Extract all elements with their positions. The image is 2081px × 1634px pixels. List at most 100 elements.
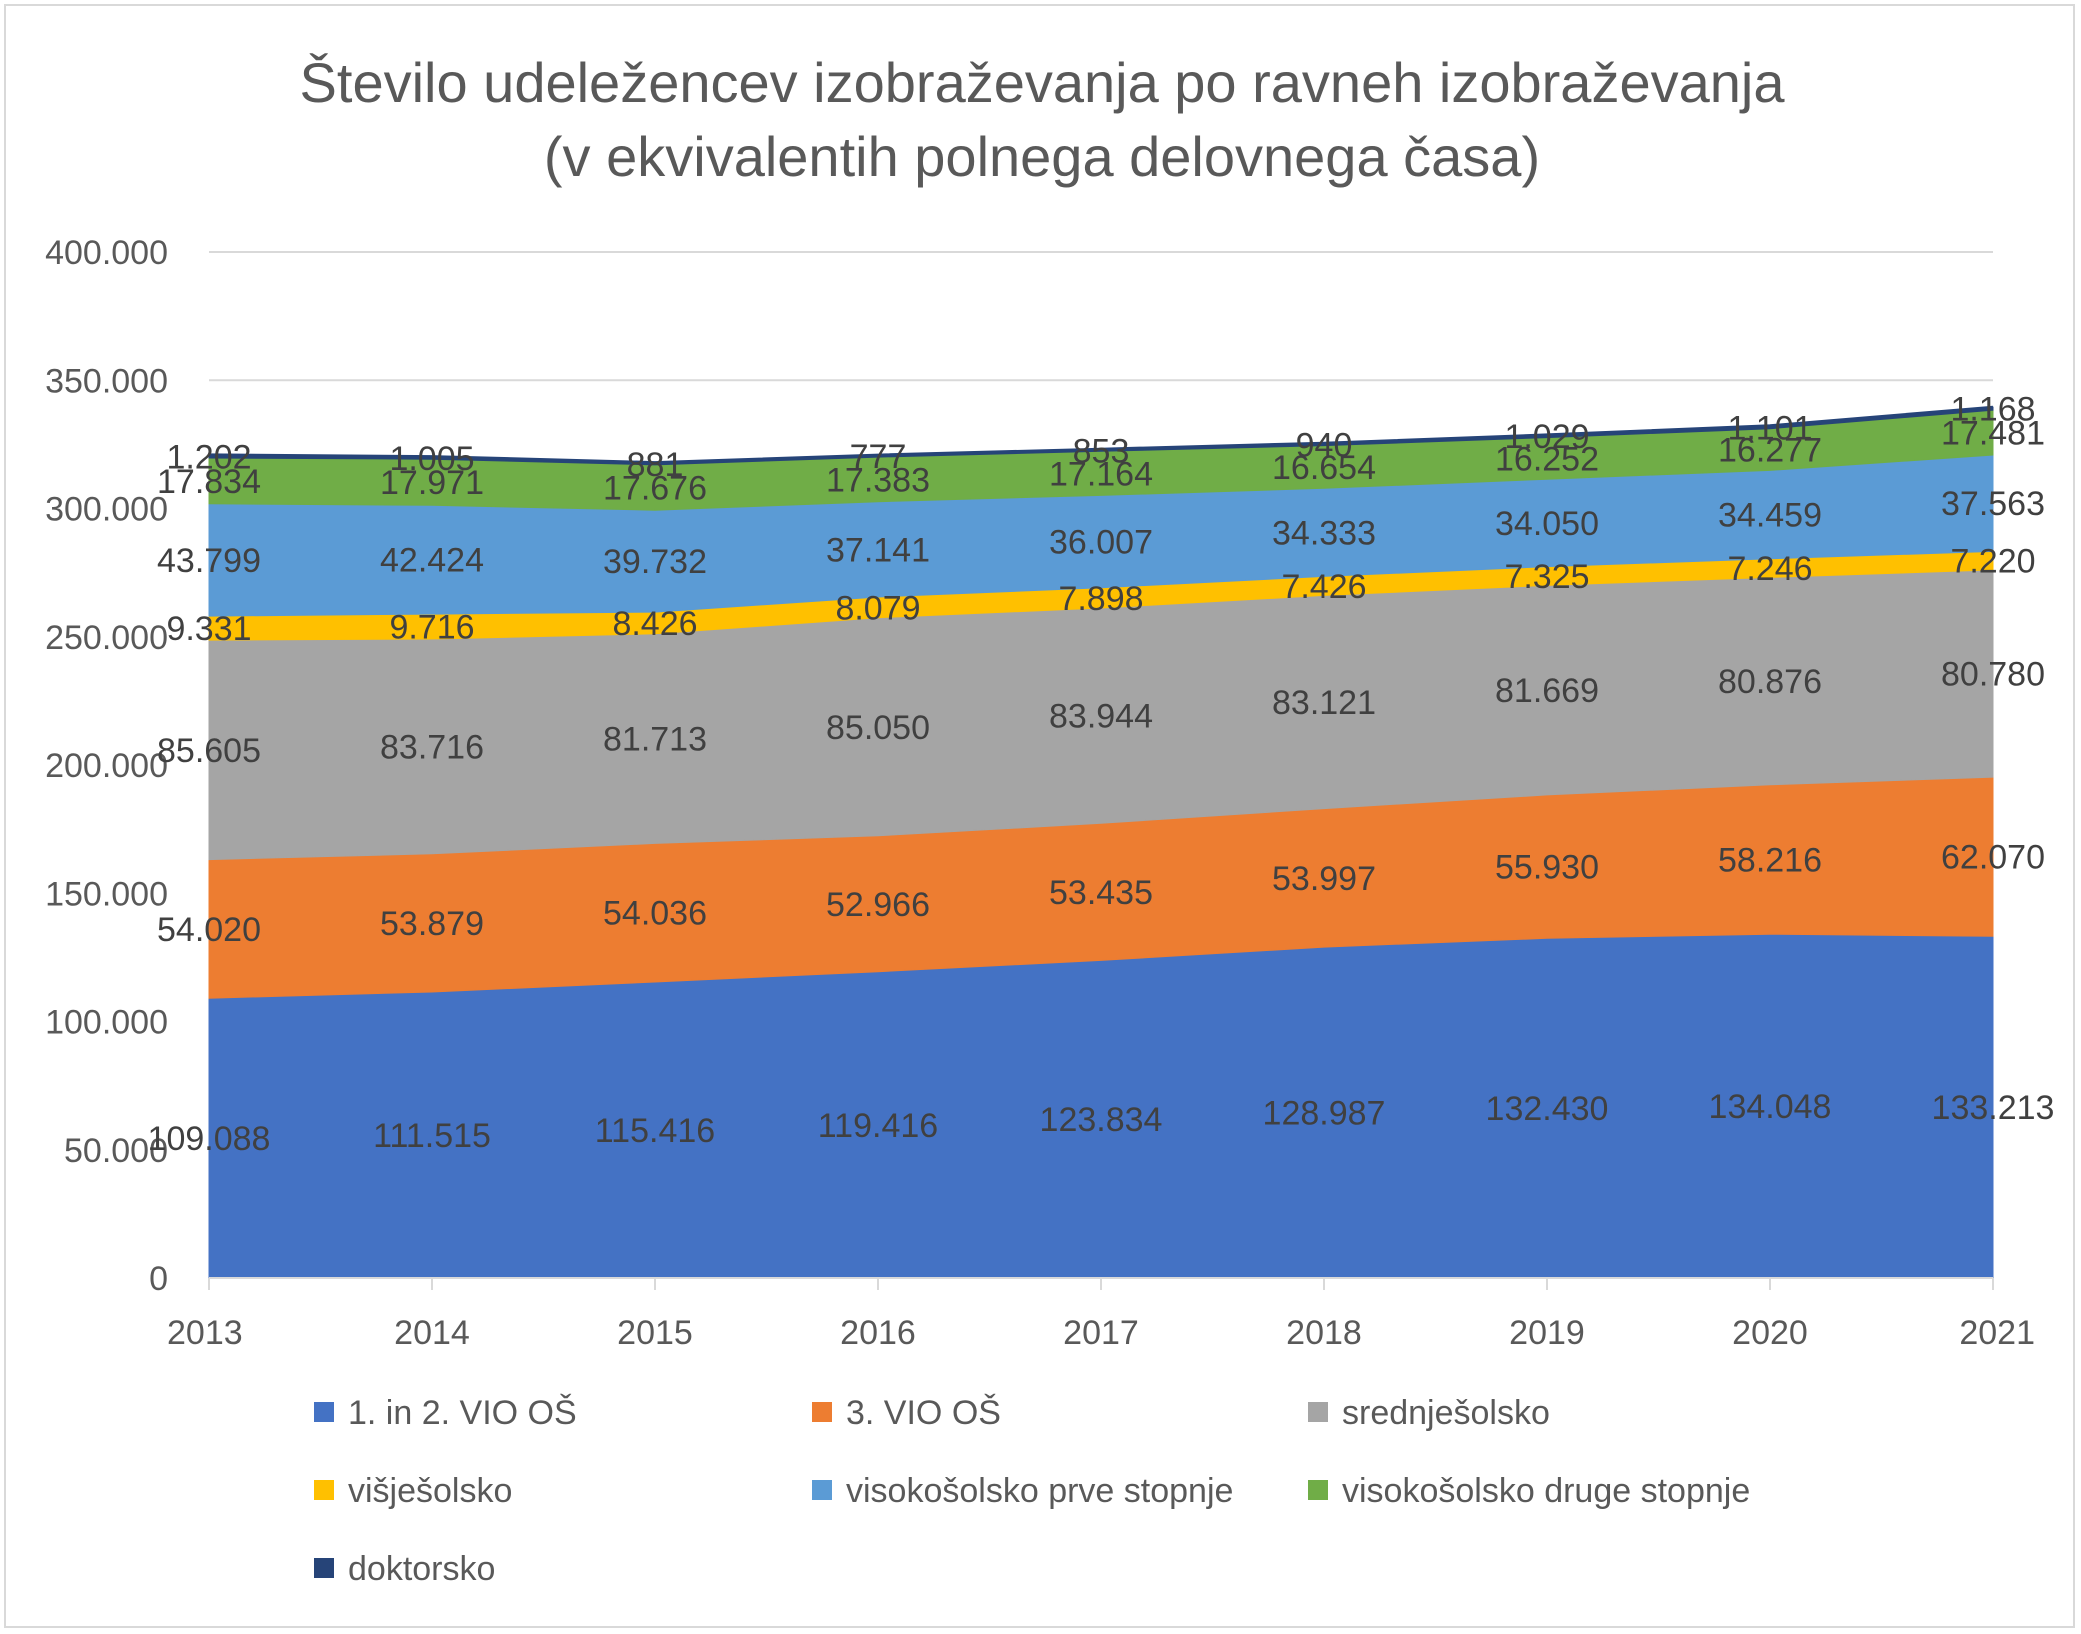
data-labels: 109.088 111.515 115.416 119.416 123.834 128.9… [148, 391, 2055, 1158]
data-label-doktorsko: 1.101 [1727, 409, 1812, 447]
chart-title-line-2: (v ekvivalentih polnega delovnega časa) [544, 125, 1540, 188]
data-label-visokosolsko-prve-stopnje: 34.459 [1718, 497, 1822, 535]
legend-label: višješolsko [348, 1472, 512, 1510]
chart-title-line-1: Število udeležencev izobraževanja po rav… [300, 51, 1786, 114]
data-label-1-in-2-vio-os: 115.416 [595, 1112, 715, 1150]
y-tick-label: 0 [149, 1260, 168, 1298]
y-tick-label: 250.000 [45, 619, 168, 657]
legend-item-doktorsko: doktorsko [314, 1550, 495, 1588]
data-label-srednjesolsko: 80.876 [1718, 663, 1822, 701]
data-label-3-vio-os: 53.997 [1272, 860, 1376, 898]
data-label-3-vio-os: 62.070 [1941, 839, 2045, 877]
y-tick-label: 150.000 [45, 875, 168, 913]
data-label-srednjesolsko: 83.121 [1272, 684, 1376, 722]
axes: 0 50.000 100.000 150.000 200.000 250.000 300.0… [45, 234, 2035, 1352]
legend-item-3-vio-os: 3. VIO OŠ [812, 1394, 1001, 1432]
data-label-1-in-2-vio-os: 119.416 [818, 1107, 938, 1145]
y-tick-label: 350.000 [45, 362, 168, 400]
data-label-visokosolsko-prve-stopnje: 43.799 [157, 542, 261, 580]
y-tick-label: 100.000 [45, 1004, 168, 1042]
legend-item-visokosolsko-druge-stopnje: visokošolsko druge stopnje [1308, 1472, 1750, 1510]
data-label-visokosolsko-druge-stopnje: 17.971 [380, 464, 484, 502]
data-label-visokosolsko-druge-stopnje: 17.834 [157, 463, 261, 501]
data-label-srednjesolsko: 83.716 [380, 728, 484, 766]
x-tick-label: 2016 [840, 1314, 916, 1352]
data-label-3-vio-os: 54.036 [603, 895, 707, 933]
data-label-doktorsko: 1.202 [166, 438, 251, 476]
legend: 1. in 2. VIO OŠ 3. VIO OŠ srednješolsko viš… [314, 1394, 1750, 1588]
x-tick-label: 2015 [617, 1314, 693, 1352]
data-label-visjesolsko: 7.898 [1058, 580, 1143, 618]
data-label-visjesolsko: 7.220 [1950, 543, 2035, 581]
data-label-1-in-2-vio-os: 111.515 [373, 1117, 491, 1155]
legend-swatch [314, 1402, 334, 1422]
data-label-1-in-2-vio-os: 132.430 [1486, 1090, 1609, 1128]
legend-swatch [314, 1558, 334, 1578]
data-label-doktorsko: 881 [627, 446, 684, 484]
legend-item-visokosolsko-prve-stopnje: visokošolsko prve stopnje [812, 1472, 1233, 1510]
stacked-area-chart: Število udeležencev izobraževanja po rav… [45, 51, 2055, 1588]
data-label-visokosolsko-prve-stopnje: 37.563 [1941, 485, 2045, 523]
data-label-3-vio-os: 54.020 [157, 911, 261, 949]
data-label-doktorsko: 940 [1296, 426, 1353, 464]
plot-areas [208, 405, 1994, 1279]
data-label-1-in-2-vio-os: 133.213 [1932, 1089, 2055, 1127]
area-top-edge-doktorsko [208, 405, 1994, 465]
x-tick-label: 2021 [1959, 1314, 2035, 1352]
data-label-visokosolsko-druge-stopnje: 16.654 [1272, 449, 1376, 487]
legend-swatch [314, 1480, 334, 1500]
y-tick-label: 50.000 [64, 1132, 168, 1170]
data-label-visokosolsko-prve-stopnje: 39.732 [603, 543, 707, 581]
data-label-visokosolsko-prve-stopnje: 37.141 [826, 531, 930, 569]
data-label-srednjesolsko: 80.780 [1941, 655, 2045, 693]
data-label-visokosolsko-prve-stopnje: 42.424 [380, 542, 484, 580]
data-label-visjesolsko: 8.079 [835, 589, 920, 627]
legend-item-1-in-2-vio-os: 1. in 2. VIO OŠ [314, 1394, 577, 1432]
data-label-visjesolsko: 7.426 [1281, 568, 1366, 606]
data-label-doktorsko: 1.168 [1950, 391, 2035, 429]
data-label-doktorsko: 777 [850, 438, 907, 476]
data-label-visokosolsko-druge-stopnje: 17.676 [603, 470, 707, 508]
legend-label: 1. in 2. VIO OŠ [348, 1394, 577, 1432]
chart-title: Število udeležencev izobraževanja po rav… [300, 51, 1786, 188]
legend-label: visokošolsko prve stopnje [846, 1472, 1233, 1510]
data-label-visokosolsko-druge-stopnje: 17.164 [1049, 455, 1153, 493]
legend-swatch [1308, 1480, 1328, 1500]
data-label-visjesolsko: 7.325 [1504, 558, 1589, 596]
data-label-3-vio-os: 55.930 [1495, 849, 1599, 887]
x-tick-label: 2019 [1509, 1314, 1585, 1352]
chart-frame: Število udeležencev izobraževanja po rav… [4, 4, 2075, 1628]
data-label-srednjesolsko: 83.944 [1049, 698, 1153, 736]
legend-label: doktorsko [348, 1550, 495, 1588]
data-label-doktorsko: 1.005 [389, 440, 474, 478]
legend-swatch [812, 1480, 832, 1500]
data-label-visjesolsko: 9.331 [166, 610, 251, 648]
y-tick-label: 300.000 [45, 491, 168, 529]
data-label-1-in-2-vio-os: 109.088 [148, 1120, 271, 1158]
x-tick-label: 2013 [167, 1314, 243, 1352]
x-tick-label: 2020 [1732, 1314, 1808, 1352]
legend-label: 3. VIO OŠ [846, 1394, 1001, 1432]
data-label-srednjesolsko: 81.713 [603, 721, 707, 759]
legend-swatch [812, 1402, 832, 1422]
data-label-visjesolsko: 7.246 [1727, 550, 1812, 588]
data-label-doktorsko: 1.029 [1504, 418, 1589, 456]
data-label-doktorsko: 853 [1073, 432, 1130, 470]
data-label-3-vio-os: 58.216 [1718, 842, 1822, 880]
x-tick-label: 2018 [1286, 1314, 1362, 1352]
data-label-visokosolsko-prve-stopnje: 34.050 [1495, 505, 1599, 543]
data-label-visjesolsko: 9.716 [389, 609, 474, 647]
data-label-3-vio-os: 52.966 [826, 886, 930, 924]
data-label-visjesolsko: 8.426 [612, 605, 697, 643]
data-label-srednjesolsko: 81.669 [1495, 672, 1599, 710]
data-label-visokosolsko-druge-stopnje: 16.277 [1718, 432, 1822, 470]
y-tick-label: 200.000 [45, 747, 168, 785]
legend-swatch [1308, 1402, 1328, 1422]
data-label-3-vio-os: 53.879 [380, 905, 484, 943]
data-label-srednjesolsko: 85.605 [157, 732, 261, 770]
data-label-visokosolsko-druge-stopnje: 17.481 [1941, 415, 2045, 453]
data-label-1-in-2-vio-os: 134.048 [1709, 1088, 1832, 1126]
legend-label: srednješolsko [1342, 1394, 1550, 1432]
y-tick-label: 400.000 [45, 234, 168, 272]
legend-item-srednjesolsko: srednješolsko [1308, 1394, 1550, 1432]
